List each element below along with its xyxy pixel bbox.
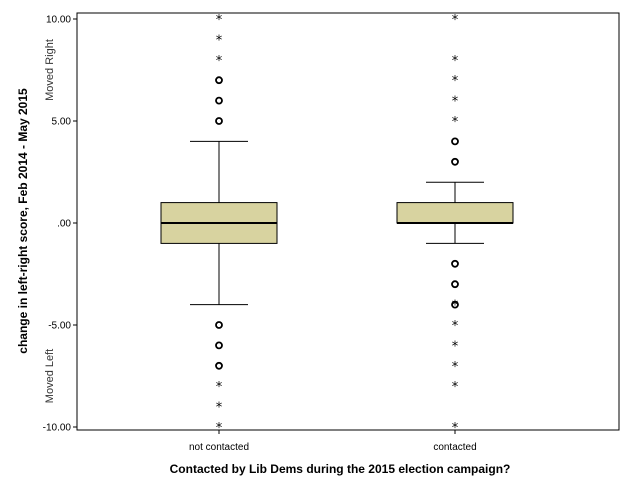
x-axis-title: Contacted by Lib Dems during the 2015 el… bbox=[170, 462, 511, 476]
extreme-outlier-point: * bbox=[452, 380, 459, 395]
plot-frame bbox=[76, 12, 620, 431]
outlier-point bbox=[215, 361, 223, 370]
extreme-outlier-point: * bbox=[452, 115, 459, 130]
y-tick-label: .00 bbox=[57, 219, 71, 230]
outlier-point bbox=[215, 117, 223, 125]
extreme-outlier-point: * bbox=[452, 74, 459, 89]
y-annotation: Moved Left bbox=[44, 349, 56, 403]
box-contacted: * * * * * * * * * * * bbox=[396, 13, 514, 436]
extreme-outlier-point: * bbox=[216, 421, 223, 436]
outlier-point bbox=[215, 76, 223, 85]
outlier-point bbox=[451, 259, 459, 268]
y-annotation: Moved Right bbox=[44, 39, 56, 101]
box-not-contacted: * * * * * * bbox=[160, 13, 278, 436]
y-tick-label: 5.00 bbox=[52, 117, 72, 128]
extreme-outlier-point: * bbox=[452, 95, 459, 110]
outlier-point bbox=[451, 157, 459, 166]
extreme-outlier-point: * bbox=[216, 401, 223, 416]
extreme-outlier-point: * bbox=[452, 13, 459, 28]
extreme-outlier-point: * bbox=[216, 380, 223, 395]
y-tick-label: -10.00 bbox=[43, 423, 72, 434]
extreme-outlier-point: * bbox=[452, 421, 459, 436]
extreme-outlier-point: * bbox=[452, 299, 459, 314]
extreme-outlier-point: * bbox=[216, 54, 223, 69]
iqr-box bbox=[396, 202, 514, 224]
x-tick-label: not contacted bbox=[189, 442, 249, 453]
x-tick-label: contacted bbox=[433, 442, 476, 453]
y-axis-title: change in left-right score, Feb 2014 - M… bbox=[16, 88, 30, 354]
extreme-outlier-point: * bbox=[216, 13, 223, 28]
extreme-outlier-point: * bbox=[452, 319, 459, 334]
extreme-outlier-point: * bbox=[452, 360, 459, 375]
extreme-outlier-point: * bbox=[452, 54, 459, 69]
outlier-point bbox=[451, 137, 459, 146]
outlier-point bbox=[451, 280, 459, 289]
extreme-outlier-point: * bbox=[216, 33, 223, 48]
outlier-point bbox=[215, 96, 223, 105]
y-tick-label: 10.00 bbox=[46, 15, 71, 26]
outlier-point bbox=[451, 300, 459, 309]
y-tick-label: -5.00 bbox=[48, 321, 71, 332]
outlier-point bbox=[215, 321, 223, 329]
outlier-point bbox=[215, 341, 223, 350]
extreme-outlier-point: * bbox=[452, 339, 459, 354]
